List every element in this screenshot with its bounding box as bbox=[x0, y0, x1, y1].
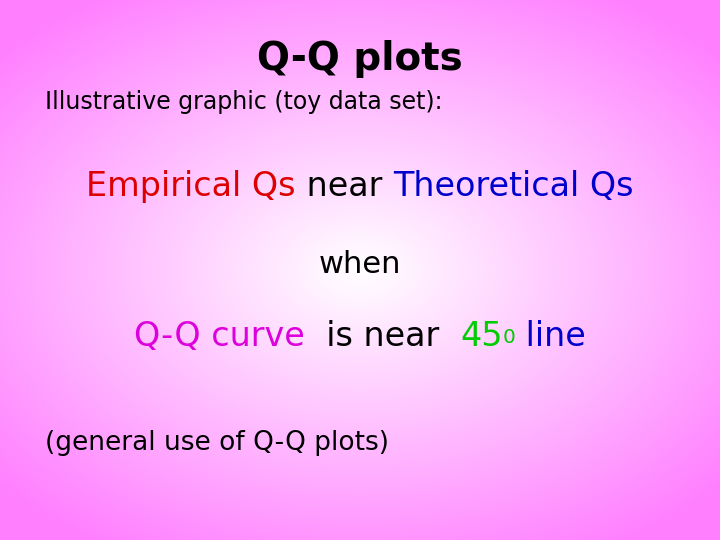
Text: Q-Q plots: Q-Q plots bbox=[257, 40, 463, 78]
Text: (general use of Q-Q plots): (general use of Q-Q plots) bbox=[45, 430, 389, 456]
Text: is near: is near bbox=[305, 320, 460, 353]
Text: line: line bbox=[516, 320, 586, 353]
Text: Theoretical Qs: Theoretical Qs bbox=[393, 170, 634, 203]
Text: when: when bbox=[319, 250, 401, 279]
Text: Illustrative graphic (toy data set):: Illustrative graphic (toy data set): bbox=[45, 90, 443, 114]
Text: 0: 0 bbox=[503, 328, 516, 347]
Text: near: near bbox=[296, 170, 393, 203]
Text: 45: 45 bbox=[460, 320, 503, 353]
Text: Q-Q curve: Q-Q curve bbox=[134, 320, 305, 353]
Text: Empirical Qs: Empirical Qs bbox=[86, 170, 296, 203]
